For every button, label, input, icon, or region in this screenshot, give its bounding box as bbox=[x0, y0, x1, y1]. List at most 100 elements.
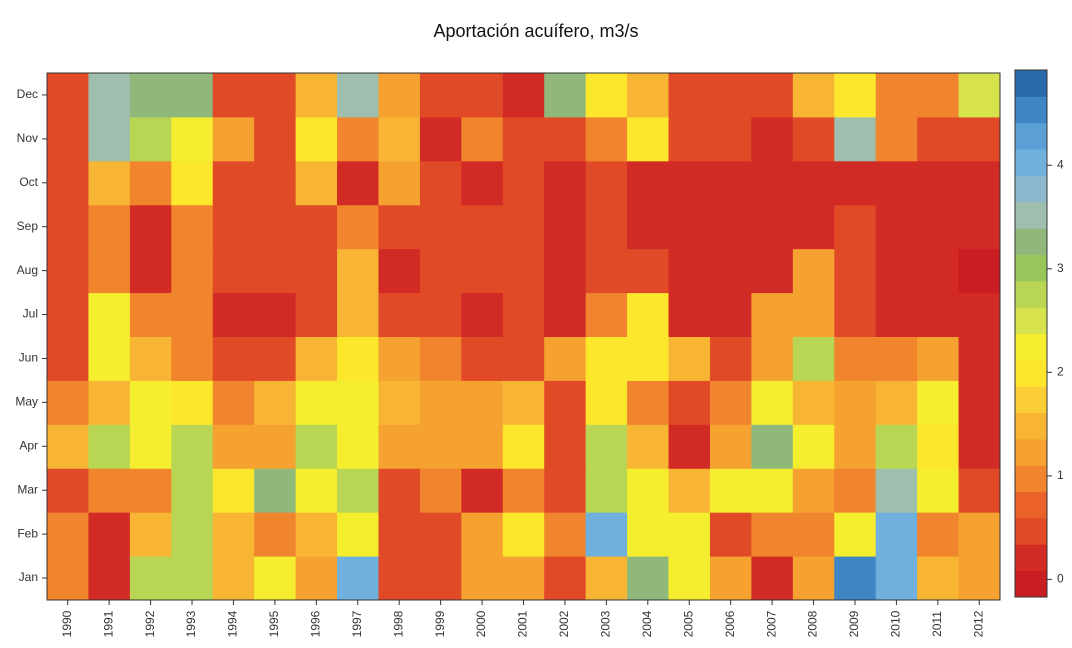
heat-cell bbox=[419, 292, 462, 337]
heat-cell bbox=[47, 468, 89, 513]
heat-cell bbox=[792, 336, 835, 381]
heat-cell bbox=[627, 512, 670, 557]
colorbar-swatch bbox=[1015, 517, 1047, 545]
heat-cell bbox=[378, 248, 421, 294]
heat-cell bbox=[958, 204, 1001, 250]
heat-cell bbox=[751, 204, 794, 250]
heat-cell bbox=[917, 556, 960, 601]
x-tick-label: 2012 bbox=[971, 610, 985, 637]
heat-cell bbox=[461, 73, 504, 118]
heat-cell bbox=[544, 73, 587, 118]
heat-cell bbox=[627, 160, 670, 206]
heat-cell bbox=[254, 292, 297, 337]
x-tick-label: 1995 bbox=[267, 610, 281, 637]
heat-cell bbox=[212, 336, 255, 381]
colorbar-tick-label: 4 bbox=[1057, 157, 1064, 171]
heat-cell bbox=[958, 248, 1001, 294]
heat-cell bbox=[917, 73, 960, 118]
heat-cell bbox=[378, 116, 421, 162]
heat-cell bbox=[834, 160, 877, 206]
heat-cell bbox=[254, 160, 297, 206]
colorbar-swatch bbox=[1015, 96, 1047, 124]
heat-cell bbox=[212, 204, 255, 250]
heat-cell bbox=[627, 73, 670, 118]
heat-cell bbox=[254, 73, 297, 118]
heat-cell bbox=[461, 160, 504, 206]
x-tick-label: 2005 bbox=[681, 610, 695, 637]
heat-cell bbox=[709, 380, 752, 425]
y-tick-label: Jun bbox=[19, 351, 38, 365]
heat-cell bbox=[834, 336, 877, 381]
heat-cell bbox=[337, 380, 379, 425]
heat-cell bbox=[834, 248, 877, 294]
heat-cell bbox=[88, 292, 131, 337]
colorbar-swatch bbox=[1015, 175, 1047, 203]
colorbar-swatch bbox=[1015, 228, 1047, 255]
heat-cell bbox=[875, 73, 918, 118]
heat-cell bbox=[958, 292, 1001, 337]
x-tick-label: 1998 bbox=[391, 610, 405, 637]
heat-cell bbox=[502, 292, 545, 337]
heat-cell bbox=[502, 380, 545, 425]
heat-cell bbox=[502, 73, 545, 118]
heat-cell bbox=[295, 204, 338, 250]
heat-cell bbox=[917, 116, 960, 162]
heat-cell bbox=[875, 468, 918, 513]
heat-cell bbox=[792, 424, 835, 469]
heat-cell bbox=[212, 160, 255, 206]
x-tick-label: 2010 bbox=[889, 610, 903, 637]
heat-cell bbox=[834, 116, 877, 162]
x-tick-label: 1993 bbox=[184, 610, 198, 637]
heat-cell bbox=[171, 292, 214, 337]
heat-cell bbox=[627, 204, 670, 250]
heat-cell bbox=[295, 336, 338, 381]
x-tick-label: 2003 bbox=[599, 610, 613, 637]
x-tick-label: 2001 bbox=[516, 610, 530, 637]
heat-cell bbox=[792, 292, 835, 337]
heat-cell bbox=[585, 160, 628, 206]
heat-cell bbox=[212, 292, 255, 337]
heat-cell bbox=[129, 512, 172, 557]
heat-cell bbox=[129, 336, 172, 381]
heat-cell bbox=[544, 204, 587, 250]
heat-cell bbox=[875, 204, 918, 250]
heat-cell bbox=[461, 512, 504, 557]
heat-cell bbox=[129, 248, 172, 294]
heat-cell bbox=[668, 468, 711, 513]
heat-cell bbox=[709, 556, 752, 601]
heat-cell bbox=[419, 248, 462, 294]
heat-cell bbox=[958, 160, 1001, 206]
heat-cell bbox=[171, 468, 214, 513]
heat-cell bbox=[668, 380, 711, 425]
heat-cell bbox=[88, 468, 131, 513]
heat-cell bbox=[378, 556, 421, 601]
x-tick-label: 2006 bbox=[723, 610, 737, 637]
heat-cell bbox=[875, 160, 918, 206]
heat-cell bbox=[585, 292, 628, 337]
heat-cell bbox=[337, 160, 379, 206]
colorbar-swatch bbox=[1015, 359, 1047, 387]
heat-cell bbox=[544, 556, 587, 601]
y-tick-label: Nov bbox=[17, 131, 38, 145]
heat-cell bbox=[419, 160, 462, 206]
heat-cell bbox=[627, 336, 670, 381]
y-tick-label: Dec bbox=[17, 87, 38, 101]
colorbar-swatch bbox=[1015, 201, 1047, 229]
heat-cell bbox=[792, 160, 835, 206]
heat-cell bbox=[47, 512, 89, 557]
heat-cell bbox=[502, 424, 545, 469]
colorbar-swatch bbox=[1015, 412, 1047, 440]
y-tick-label: Sep bbox=[17, 219, 39, 233]
heat-cell bbox=[171, 512, 214, 557]
heat-cell bbox=[502, 248, 545, 294]
y-tick-label: Mar bbox=[17, 482, 38, 496]
heat-cell bbox=[254, 512, 297, 557]
colorbar-swatch bbox=[1015, 280, 1047, 308]
heat-cell bbox=[254, 556, 297, 601]
x-tick-label: 2000 bbox=[474, 610, 488, 637]
heat-cell bbox=[792, 73, 835, 118]
heat-cell bbox=[337, 556, 379, 601]
heat-cell bbox=[171, 424, 214, 469]
heat-cell bbox=[502, 556, 545, 601]
